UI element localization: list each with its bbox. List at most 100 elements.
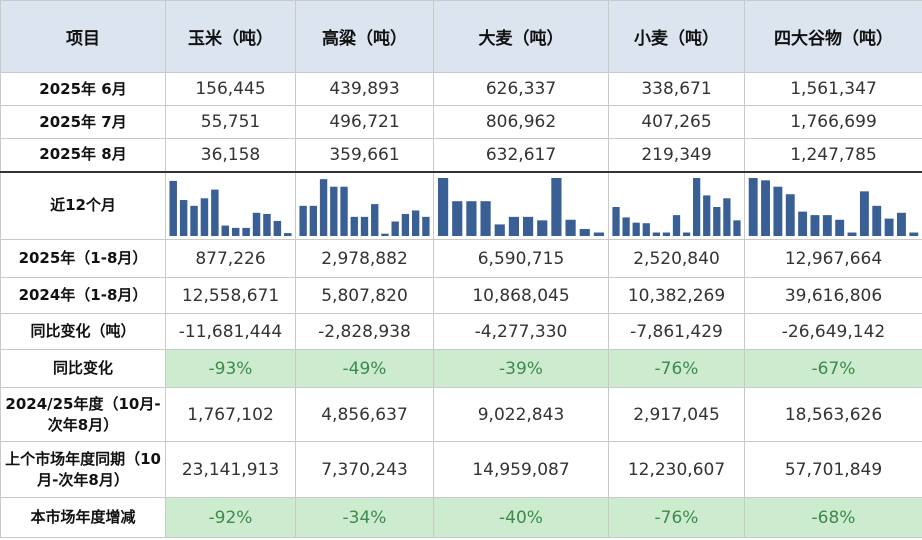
spark-bar <box>508 216 520 236</box>
spark-bar <box>340 186 348 236</box>
spark-bar <box>897 212 906 236</box>
spark-bar <box>810 214 820 236</box>
spark-bar <box>612 206 620 236</box>
spark-bar <box>360 216 369 236</box>
spark-bar <box>672 214 681 236</box>
spark-bar <box>733 220 741 236</box>
sparkline-chart <box>299 178 430 236</box>
spark-bar <box>773 186 783 236</box>
table-row: 同比变化 -93% -49% -39% -76% -67% <box>0 349 922 388</box>
sparkline-chart <box>437 177 605 236</box>
table-cell: 2,520,840 <box>608 239 745 278</box>
column-header: 项目 <box>0 0 166 73</box>
sparkline-chart <box>612 177 741 236</box>
table-cell: 10,382,269 <box>608 277 745 314</box>
spark-bar <box>437 177 449 236</box>
row-label: 本市场年度增减 <box>0 497 166 538</box>
row-label: 2025年 6月 <box>0 72 166 106</box>
table-cell: 806,962 <box>433 105 609 139</box>
spark-bar <box>551 177 562 236</box>
spark-bar <box>703 195 711 236</box>
table-cell: 6,590,715 <box>433 239 609 278</box>
row-label: 近12个月 <box>0 170 166 240</box>
column-header: 大麦（吨） <box>433 0 609 73</box>
spark-bar <box>381 233 389 236</box>
table-row: 2025年 8月 36,158 359,661 632,617 219,349 1,247… <box>0 138 922 172</box>
spark-bar <box>909 232 919 236</box>
table-cell: -76% <box>608 497 745 538</box>
row-label: 2024/25年度（10月-次年8月） <box>0 387 166 442</box>
table-cell: 2,917,045 <box>608 387 745 442</box>
spark-bar <box>565 219 576 236</box>
table-cell: 39,616,806 <box>744 277 922 314</box>
spark-bar <box>537 220 548 236</box>
spark-bar <box>593 232 605 236</box>
spark-bar <box>822 214 832 236</box>
table-cell: 55,751 <box>165 105 296 139</box>
spark-bar <box>522 216 534 236</box>
table-cell: 1,247,785 <box>744 138 922 172</box>
column-header: 高粱（吨） <box>295 0 434 73</box>
spark-bar <box>579 228 590 236</box>
column-header: 玉米（吨） <box>165 0 296 73</box>
table-cell: -39% <box>433 349 609 388</box>
table-cell: 632,617 <box>433 138 609 172</box>
table-row: 2025年 6月 156,445 439,893 626,337 338,671 1,56… <box>0 72 922 106</box>
spark-bar <box>723 198 731 236</box>
spark-bar <box>169 180 177 236</box>
table-row: 2025年（1-8月） 877,226 2,978,882 6,590,715 2,52… <box>0 239 922 278</box>
spark-bar <box>179 199 188 236</box>
spark-bar <box>662 232 671 236</box>
table-cell: -26,649,142 <box>744 313 922 350</box>
table-cell: 1,766,699 <box>744 105 922 139</box>
spark-bar <box>652 232 660 236</box>
table-cell: 359,661 <box>295 138 434 172</box>
spark-bar <box>785 193 795 236</box>
table-cell: 219,349 <box>608 138 745 172</box>
column-header: 小麦（吨） <box>608 0 745 73</box>
spark-bar <box>200 198 209 236</box>
spark-bar <box>632 222 640 236</box>
row-label: 同比变化（吨） <box>0 313 166 350</box>
spark-bar <box>494 224 505 236</box>
spark-bar <box>319 178 328 236</box>
table-cell: 496,721 <box>295 105 434 139</box>
spark-bar <box>330 186 338 236</box>
spark-bar <box>748 177 758 236</box>
table-cell: 877,226 <box>165 239 296 278</box>
row-label: 2025年 7月 <box>0 105 166 139</box>
spark-bar <box>872 205 882 236</box>
row-label: 上个市场年度同期（10月-次年8月） <box>0 441 166 498</box>
spark-bar <box>693 177 701 236</box>
spark-bar <box>231 227 240 236</box>
sparkline-cell <box>165 170 296 240</box>
spark-bar <box>371 203 379 236</box>
table-cell: -34% <box>295 497 434 538</box>
sparkline-chart <box>169 180 292 236</box>
spark-bar <box>309 205 318 236</box>
header-row: 项目 玉米（吨） 高粱（吨） 大麦（吨） 小麦（吨） 四大谷物（吨） <box>0 0 922 73</box>
table-cell: 23,141,913 <box>165 441 296 498</box>
table-cell: 2,978,882 <box>295 239 434 278</box>
table-cell: -92% <box>165 497 296 538</box>
spark-bar <box>798 211 808 236</box>
table-cell: 36,158 <box>165 138 296 172</box>
row-label: 同比变化 <box>0 349 166 388</box>
spark-bar <box>273 220 282 236</box>
spark-bar <box>299 205 307 236</box>
spark-bar <box>713 206 721 236</box>
table-cell: -67% <box>744 349 922 388</box>
row-label: 2024年（1-8月） <box>0 277 166 314</box>
sparkline-cell <box>744 170 922 240</box>
table-cell: 1,561,347 <box>744 72 922 106</box>
table-cell: 12,230,607 <box>608 441 745 498</box>
table-cell: 1,767,102 <box>165 387 296 442</box>
table-row: 2025年 7月 55,751 496,721 806,962 407,265 1,766… <box>0 105 922 139</box>
table-row: 本市场年度增减 -92% -34% -40% -76% -68% <box>0 497 922 538</box>
table-cell: 407,265 <box>608 105 745 139</box>
table-cell: 5,807,820 <box>295 277 434 314</box>
table-cell: 12,558,671 <box>165 277 296 314</box>
table-cell: -68% <box>744 497 922 538</box>
spark-bar <box>884 218 894 236</box>
spark-bar <box>480 200 491 236</box>
